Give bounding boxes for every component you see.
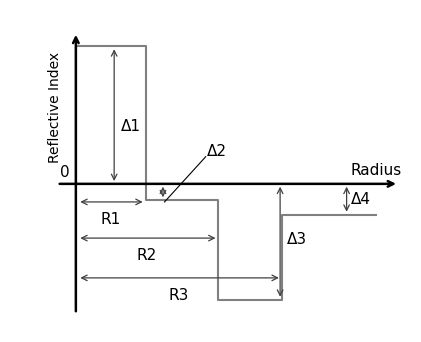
Text: Δ4: Δ4: [352, 192, 371, 207]
Text: Δ3: Δ3: [286, 232, 306, 247]
Text: Δ2: Δ2: [207, 144, 227, 159]
Text: R3: R3: [168, 288, 189, 303]
Text: Reflective Index: Reflective Index: [48, 52, 62, 163]
Text: R2: R2: [137, 248, 157, 263]
Text: 0: 0: [60, 165, 69, 180]
Text: Radius: Radius: [351, 163, 402, 179]
Text: R1: R1: [101, 212, 121, 227]
Text: Δ1: Δ1: [121, 119, 141, 134]
